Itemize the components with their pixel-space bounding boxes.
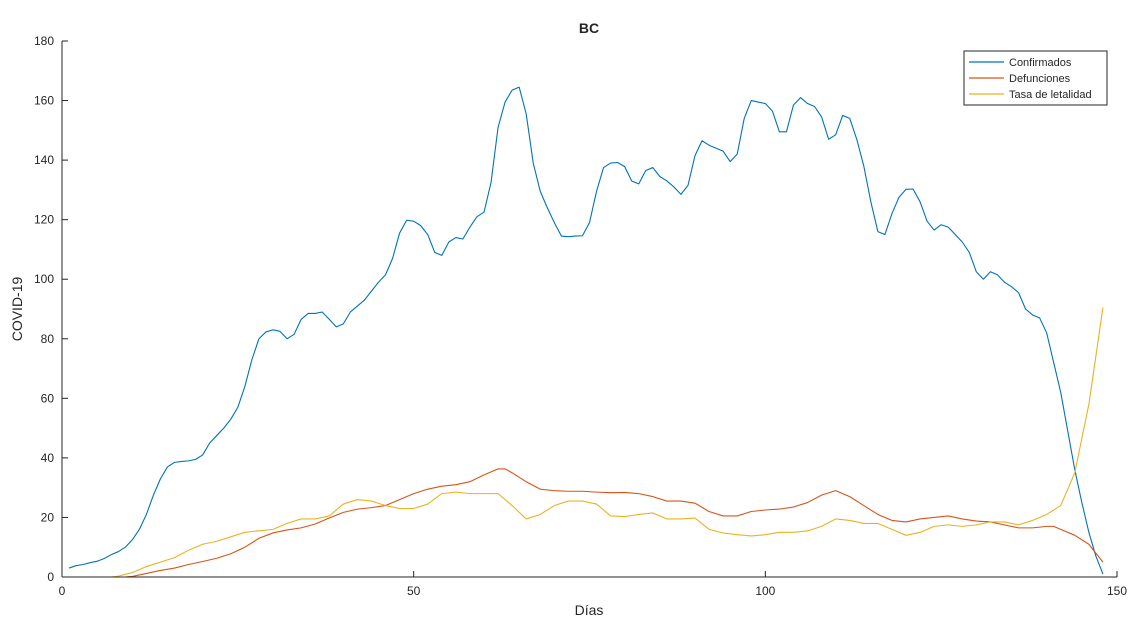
axes-layer: 0 50 100 150 0 20 40 60 80 100 120 140 160 180 [34, 34, 1127, 598]
x-axis-title: Días [575, 602, 604, 618]
chart-title: BC [579, 20, 599, 36]
legend-label-2: Tasa de letalidad [1009, 89, 1092, 101]
x-tick-label: 50 [407, 584, 421, 598]
series-line-2 [69, 307, 1104, 578]
y-tick-label: 100 [34, 272, 54, 286]
y-tick-label: 80 [41, 332, 55, 346]
y-tick-label: 40 [41, 451, 55, 465]
y-tick-label: 20 [41, 510, 55, 524]
y-tick-label: 60 [41, 391, 55, 405]
y-axis-title: COVID-19 [9, 277, 25, 342]
x-tick-label: 150 [1107, 584, 1127, 598]
legend-label-1: Defunciones [1009, 73, 1071, 85]
legend: Confirmados Defunciones Tasa de letalidad [963, 50, 1108, 106]
x-tick-label: 100 [755, 584, 775, 598]
y-tick-label: 180 [34, 34, 54, 48]
series-layer [68, 86, 1104, 578]
x-tick-label: 0 [59, 584, 66, 598]
y-tick-label: 120 [34, 213, 54, 227]
series-line-0 [68, 86, 1104, 575]
series-line-1 [69, 468, 1104, 578]
y-tick-label: 140 [34, 153, 54, 167]
plot-background [62, 41, 1117, 577]
y-tick-label: 0 [47, 570, 54, 584]
legend-label-0: Confirmados [1009, 57, 1072, 69]
y-tick-label: 160 [34, 94, 54, 108]
